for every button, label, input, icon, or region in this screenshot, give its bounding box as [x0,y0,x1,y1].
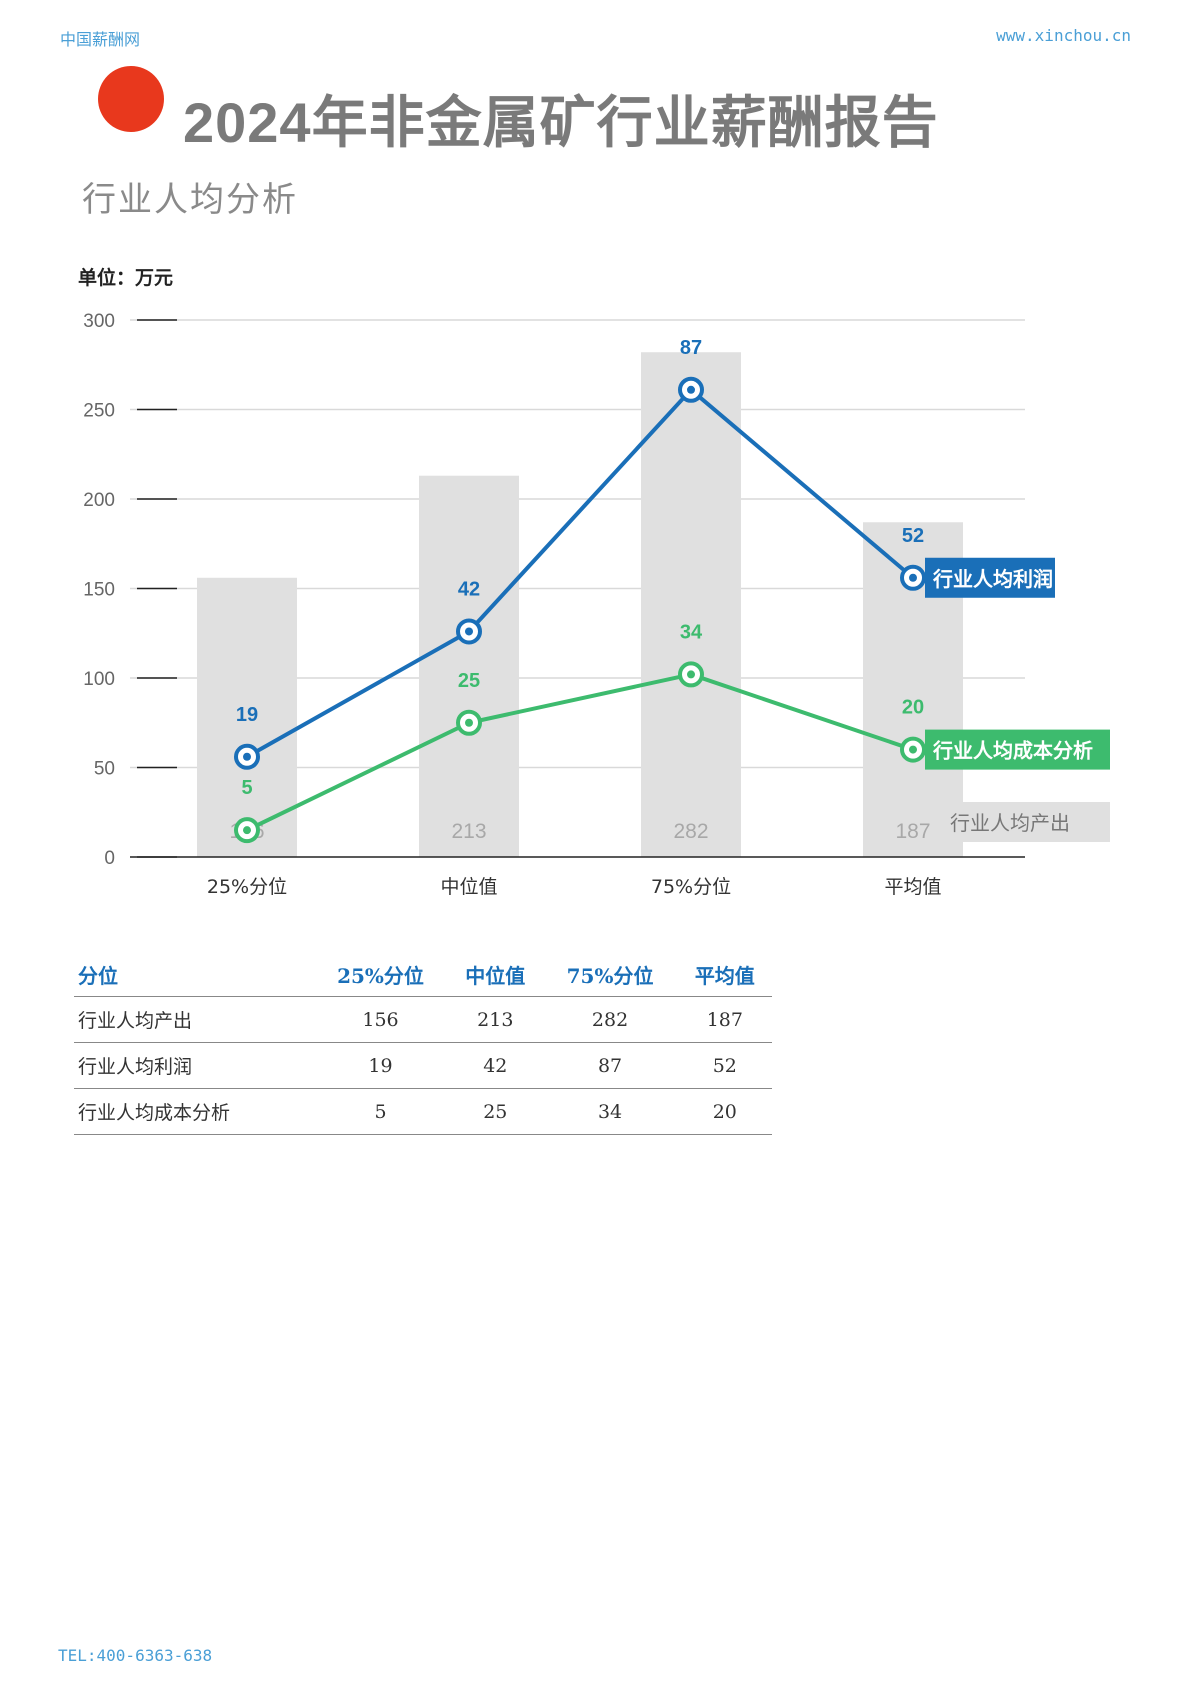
cost-series-tag [925,729,1110,770]
cost-point-center [909,745,917,754]
table-header-cell: 75%分位 [542,952,678,997]
bar-value-label: 213 [451,820,486,843]
section-subtitle: 行业人均分析 [82,181,298,219]
table-header-row: 分位 25%分位 中位值 75%分位 平均值 [74,952,772,997]
table-cell: 行业人均成本分析 [74,1088,313,1135]
table-header-cell: 分位 [74,952,313,997]
y-tick-label: 250 [83,401,115,422]
profit-point-center [243,752,251,761]
table-header-cell: 中位值 [448,952,543,997]
bar [641,352,741,857]
cost-series-label: 行业人均成本分析 [932,739,1093,763]
table-header-cell: 平均值 [677,952,772,997]
report-title: 2024年非金属矿行业薪酬报告 [183,91,939,154]
x-category-label: 75%分位 [651,876,731,898]
y-tick-label: 0 [104,848,115,869]
table-cell: 20 [677,1088,772,1135]
table-cell: 213 [448,996,543,1043]
table-cell: 行业人均产出 [74,996,313,1043]
unit-label: 单位：万元 [78,268,174,289]
cost-value-label: 25 [458,670,480,692]
footer-phone: TEL:400-6363-638 [58,1646,213,1665]
bar [197,577,297,857]
profit-value-label: 87 [680,337,702,359]
bar-value-label: 187 [895,820,930,843]
accent-dot [98,66,164,132]
x-category-label: 25%分位 [207,876,287,898]
table-row: 行业人均产出 156 213 282 187 [74,996,772,1043]
x-category-label: 中位值 [440,876,497,898]
y-tick-label: 300 [83,311,115,332]
y-tick-label: 50 [94,759,115,780]
x-category-label: 平均值 [884,876,941,898]
table-row: 行业人均利润 19 42 87 52 [74,1042,772,1089]
y-tick-label: 150 [83,580,115,601]
bar [419,475,519,857]
table-header-cell: 25%分位 [312,952,449,997]
table-cell: 42 [448,1042,543,1089]
table-cell: 52 [677,1042,772,1089]
bar-series-label: 行业人均产出 [950,811,1070,835]
profit-value-label: 19 [236,704,258,726]
profit-line [246,387,915,759]
profit-series-tag [925,557,1055,598]
cost-line [246,672,914,832]
profit-point-center [909,573,917,582]
table-cell: 34 [542,1088,678,1135]
table-cell: 行业人均利润 [74,1042,313,1089]
cost-point-center [465,718,473,727]
bar-value-label: 282 [673,820,708,843]
profit-series-label: 行业人均利润 [932,567,1053,591]
profit-point-center [465,627,473,636]
table-cell: 156 [312,996,449,1043]
table-cell: 25 [448,1088,543,1135]
profit-point-center [687,385,695,394]
table-cell: 187 [677,996,772,1043]
y-tick-label: 100 [83,669,115,690]
y-tick-label: 200 [83,490,115,511]
bar-series-tag [940,802,1110,842]
profit-value-label: 52 [902,525,924,547]
table-cell: 5 [312,1088,449,1135]
site-url[interactable]: www.xinchou.cn [996,26,1131,45]
cost-point-center [687,670,695,679]
profit-value-label: 42 [458,578,480,600]
data-table: 分位 25%分位 中位值 75%分位 平均值 行业人均产出 156 213 28… [74,952,772,1135]
table-cell: 19 [312,1042,449,1089]
cost-point-center [243,826,251,835]
industry-chart: 050100150200250300156213282187行业人均产出25%分… [83,311,1110,898]
cost-value-label: 5 [241,777,252,799]
site-name: 中国薪酬网 [60,30,141,49]
table-cell: 87 [542,1042,678,1089]
table-cell: 282 [542,996,678,1043]
table-row: 行业人均成本分析 5 25 34 20 [74,1088,772,1135]
cost-value-label: 34 [680,621,703,643]
cost-value-label: 20 [902,697,924,719]
